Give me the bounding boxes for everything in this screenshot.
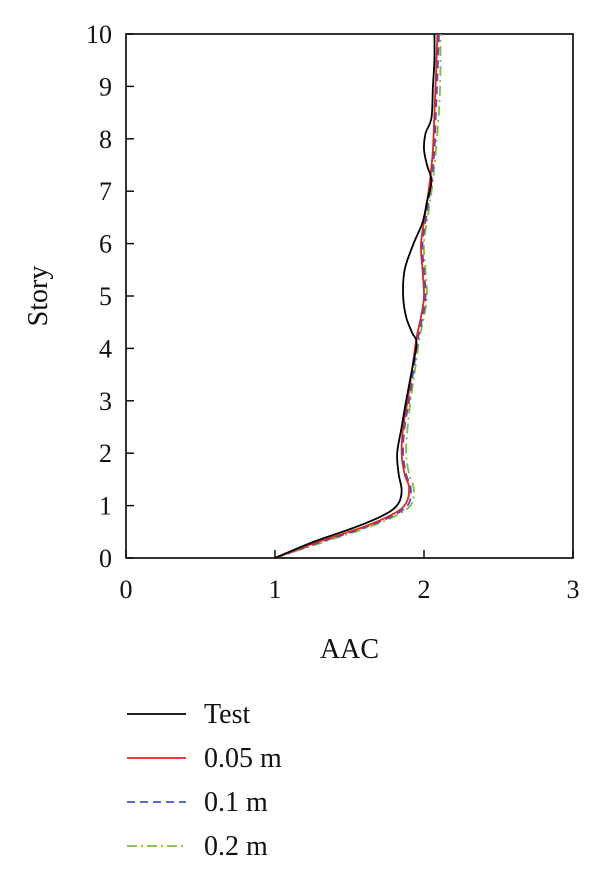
y-tick-label: 6 [99,230,112,259]
series-line-0-1-m [274,33,440,559]
y-tick-label: 10 [86,20,112,49]
series-line-0-05-m [274,33,439,559]
series-line-test [274,33,436,559]
x-axis-title: AAC [320,634,379,665]
y-axis-title: Story [23,266,54,327]
tick-layer: 0 1 2 3 0 1 2 3 4 5 6 7 8 9 10 [86,20,580,604]
y-tick-label: 7 [99,177,112,206]
y-tick-label: 0 [99,544,112,573]
x-tick-label: 0 [120,575,133,604]
plot-area [125,33,574,559]
x-tick-label: 3 [567,575,580,604]
x-tick-label: 1 [269,575,282,604]
legend-label: Test [204,699,250,730]
series-line-0-2-m [274,33,442,559]
y-tick-label: 4 [99,334,112,363]
series-layer [274,33,442,559]
y-tick-label: 8 [99,125,112,154]
legend-label: 0.2 m [204,831,268,862]
plot-frame [125,33,574,559]
y-tick-label: 2 [99,439,112,468]
y-tick-label: 9 [99,72,112,101]
legend-label: 0.05 m [204,743,282,774]
y-tick-label: 1 [99,492,112,521]
legend-label: 0.1 m [204,787,268,818]
y-tick-label: 3 [99,387,112,416]
x-tick-label: 2 [418,575,431,604]
legend: Test 0.05 m 0.1 m 0.2 m [127,699,282,862]
y-tick-label: 5 [99,282,112,311]
